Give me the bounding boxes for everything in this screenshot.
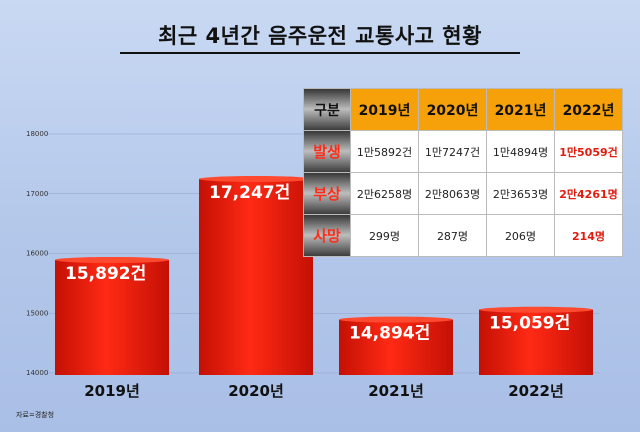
bar-cap [339, 316, 453, 323]
bar [55, 259, 169, 375]
source-note: 자료=경찰청 [16, 411, 55, 419]
table-header-cell: 2020년 [418, 88, 487, 131]
table-cell: 2만8063명 [418, 172, 487, 215]
table-header-cell: 2022년 [554, 88, 623, 131]
y-tick-label: 14000 [26, 369, 48, 377]
bar-cap [199, 175, 313, 182]
table-cell: 2만6258명 [350, 172, 419, 215]
table-cell: 206명 [486, 214, 555, 257]
table-header-cell: 2019년 [350, 88, 419, 131]
x-category-label: 2019년 [84, 382, 140, 400]
table-row-label: 발생 [303, 130, 351, 173]
table-row-label: 부상 [303, 172, 351, 215]
table-cell: 299명 [350, 214, 419, 257]
table-cell: 1만7247건 [418, 130, 487, 173]
bar-cap [479, 306, 593, 313]
bar-cap [55, 256, 169, 263]
table-row: 발생 1만5892건 1만7247건 1만4894명 1만5059건 [303, 130, 623, 173]
table-cell: 287명 [418, 214, 487, 257]
y-tick-label: 16000 [26, 250, 48, 258]
table-cell: 2만3653명 [486, 172, 555, 215]
table-header-row: 구분 2019년 2020년 2021년 2022년 [303, 88, 623, 131]
bar-value-label: 15,059건 [489, 314, 570, 334]
table-row-label: 사망 [303, 214, 351, 257]
table-row: 사망 299명 287명 206명 214명 [303, 214, 623, 257]
y-tick-label: 15000 [26, 309, 48, 317]
table-cell-highlight: 1만5059건 [554, 130, 623, 173]
x-category-label: 2022년 [508, 382, 564, 400]
table-cell-highlight: 214명 [554, 214, 623, 257]
y-tick-label: 17000 [26, 190, 48, 198]
y-tick-label: 18000 [26, 130, 48, 138]
x-category-label: 2021년 [368, 382, 424, 400]
bar-value-label: 14,894건 [349, 324, 430, 344]
y-axis-ticks: 14000 15000 16000 17000 18000 [26, 130, 48, 377]
bar-value-label: 17,247건 [209, 183, 290, 203]
table-cell: 1만5892건 [350, 130, 419, 173]
table-header-cell: 2021년 [486, 88, 555, 131]
x-category-label: 2020년 [228, 382, 284, 400]
chart-title: 최근 4년간 음주운전 교통사고 현황 [120, 20, 520, 54]
bars: 15,892건 17,247건 14,894건 15,059건 [55, 175, 593, 375]
bar [479, 309, 593, 375]
bar [339, 319, 453, 375]
bar-value-label: 15,892건 [65, 264, 146, 284]
table-row: 부상 2만6258명 2만8063명 2만3653명 2만4261명 [303, 172, 623, 215]
table-corner-cell: 구분 [303, 88, 351, 131]
table-cell: 1만4894명 [486, 130, 555, 173]
bar [199, 178, 313, 375]
table-cell-highlight: 2만4261명 [554, 172, 623, 215]
x-axis-categories: 2019년 2020년 2021년 2022년 [84, 382, 564, 400]
stats-table: 구분 2019년 2020년 2021년 2022년 발생 1만5892건 1만… [303, 88, 623, 257]
